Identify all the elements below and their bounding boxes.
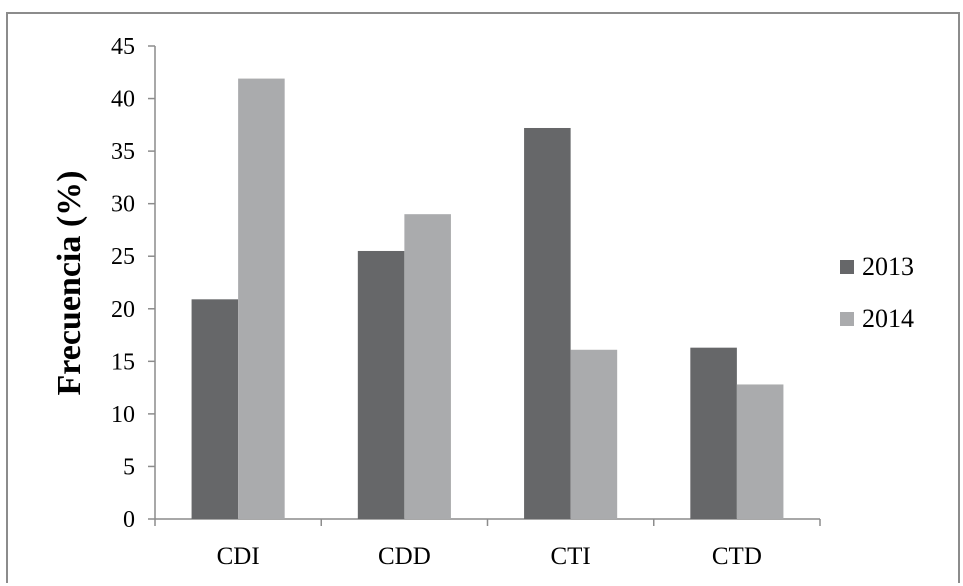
y-tick-label: 45 (111, 34, 135, 60)
y-tick-label: 0 (123, 507, 135, 533)
y-tick-label: 40 (111, 87, 135, 113)
x-tick-label: CTD (712, 543, 762, 570)
y-tick-label: 35 (111, 139, 135, 165)
bar-2013-CDD (357, 250, 405, 519)
bar-2014-CTI (570, 349, 618, 519)
x-tick-label: CDD (378, 543, 431, 570)
y-axis-label: Frecuencia (%) (51, 170, 88, 395)
bars (191, 78, 784, 519)
chart-frame (6, 12, 960, 583)
x-tick-label: CTI (550, 543, 590, 570)
bar-2014-CDD (404, 214, 451, 519)
bar-2013-CDI (191, 299, 239, 519)
bar-2013-CTD (690, 347, 737, 519)
y-tick-label: 20 (111, 297, 135, 323)
y-tick-label: 10 (111, 402, 135, 428)
y-tick-label: 5 (123, 454, 135, 480)
bar-2013-CTI (524, 127, 571, 519)
legend: 2013 2014 (840, 252, 914, 333)
x-tick-label: CDI (217, 543, 260, 570)
y-tick-label: 30 (111, 192, 135, 218)
legend-swatch-2014 (840, 312, 854, 326)
y-tick-label: 25 (111, 244, 135, 270)
y-axis: 0 5 10 15 20 25 30 35 40 45 (111, 34, 156, 533)
bar-2014-CTD (736, 384, 784, 519)
y-tick-label: 15 (111, 349, 135, 375)
bar-2014-CDI (238, 78, 285, 519)
x-axis: CDI CDD CTI CTD (154, 518, 821, 570)
legend-label: 2014 (862, 304, 914, 333)
legend-label: 2013 (862, 252, 914, 281)
legend-swatch-2013 (840, 260, 854, 274)
